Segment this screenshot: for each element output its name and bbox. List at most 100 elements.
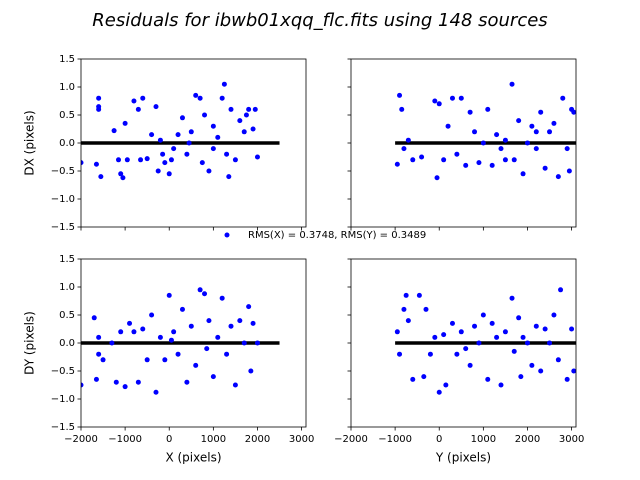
point xyxy=(184,379,190,385)
point xyxy=(480,312,486,318)
point xyxy=(232,382,238,388)
axes-frame xyxy=(350,58,577,228)
point xyxy=(547,129,553,135)
point xyxy=(93,376,99,382)
point xyxy=(81,160,84,166)
point xyxy=(81,382,84,388)
point xyxy=(166,171,172,177)
point xyxy=(397,351,403,357)
point xyxy=(138,157,144,163)
point xyxy=(399,106,405,112)
point xyxy=(463,162,469,168)
point xyxy=(228,323,234,329)
point xyxy=(127,320,133,326)
point xyxy=(168,157,174,163)
point xyxy=(241,129,247,135)
point xyxy=(157,137,163,143)
point xyxy=(542,165,548,171)
point xyxy=(113,379,119,385)
point xyxy=(458,329,464,335)
point xyxy=(463,346,469,352)
point xyxy=(502,137,508,143)
point xyxy=(210,146,216,152)
y-tick-label: −1.5 xyxy=(51,422,75,433)
point xyxy=(394,161,400,167)
y-axis-label: DY (pixels) xyxy=(23,311,37,375)
y-tick-label: −1.5 xyxy=(51,222,75,233)
x-tick-label: 2000 xyxy=(515,434,540,445)
point xyxy=(472,323,478,329)
point xyxy=(175,132,181,138)
point xyxy=(547,340,553,346)
point xyxy=(237,118,243,124)
point xyxy=(449,95,455,101)
point xyxy=(502,157,508,163)
point xyxy=(498,382,504,388)
point xyxy=(555,357,561,363)
point xyxy=(210,123,216,129)
point xyxy=(419,154,425,160)
y-tick-label: −1.0 xyxy=(51,194,75,205)
point xyxy=(524,340,530,346)
point xyxy=(131,98,137,104)
point xyxy=(489,162,495,168)
point xyxy=(542,326,548,332)
point xyxy=(111,128,117,134)
point xyxy=(405,318,411,324)
axes-frame xyxy=(80,58,307,228)
point xyxy=(416,292,422,298)
point xyxy=(436,101,442,107)
legend-marker xyxy=(224,232,230,238)
point xyxy=(131,329,137,335)
point xyxy=(210,374,216,380)
point xyxy=(441,157,447,163)
point xyxy=(221,81,227,87)
point xyxy=(144,156,150,162)
point xyxy=(509,81,515,87)
point xyxy=(476,160,482,166)
point xyxy=(436,389,442,395)
point xyxy=(250,320,256,326)
point xyxy=(96,95,102,101)
point xyxy=(243,112,249,118)
figure-title: Residuals for ibwb01xqq_flc.fits using 1… xyxy=(92,10,547,31)
point xyxy=(564,146,570,152)
point xyxy=(186,140,192,146)
point xyxy=(538,109,544,115)
point xyxy=(555,174,561,180)
point xyxy=(175,351,181,357)
point xyxy=(405,137,411,143)
x-tick-label: 0 xyxy=(436,434,442,445)
y-tick-label: 1.0 xyxy=(59,282,75,293)
point xyxy=(155,168,161,174)
x-tick-label: 1000 xyxy=(201,434,226,445)
y-tick-label: 0.0 xyxy=(59,338,75,349)
point xyxy=(397,92,403,98)
point xyxy=(489,320,495,326)
point xyxy=(458,95,464,101)
y-axis-label: DX (pixels) xyxy=(23,110,37,175)
point xyxy=(454,151,460,157)
y-tick-label: 1.5 xyxy=(59,254,75,265)
point xyxy=(100,357,106,363)
point xyxy=(232,157,238,163)
point xyxy=(432,98,438,104)
point xyxy=(566,168,572,174)
point xyxy=(215,334,221,340)
point xyxy=(149,312,155,318)
point xyxy=(153,104,159,110)
point xyxy=(193,362,199,368)
x-tick-label: 2000 xyxy=(245,434,270,445)
point xyxy=(188,129,194,135)
axes-frame xyxy=(80,258,307,428)
point xyxy=(153,389,159,395)
point xyxy=(224,151,230,157)
point xyxy=(441,332,447,338)
point xyxy=(518,374,524,380)
point xyxy=(250,126,256,132)
point xyxy=(480,140,486,146)
point xyxy=(224,351,230,357)
point xyxy=(162,160,168,166)
